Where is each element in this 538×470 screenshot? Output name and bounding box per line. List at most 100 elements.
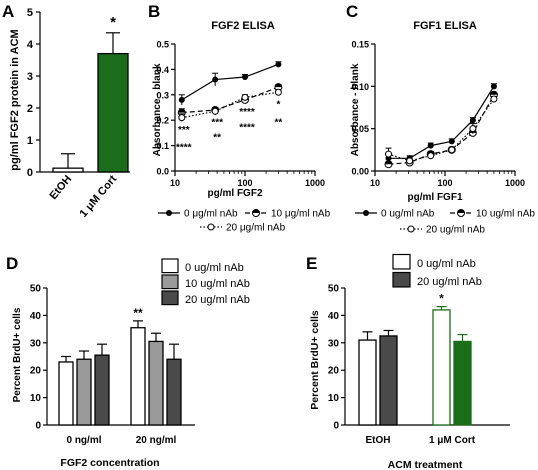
chart-c-legend-0-label: 0 ug/ml nAb bbox=[381, 209, 435, 220]
chart-b-significance: ** bbox=[213, 133, 221, 144]
chart-b-legend-2-label: 20 μg/ml nAb bbox=[226, 223, 286, 234]
chart-b-significance: **** bbox=[239, 107, 255, 118]
chart-d: 0 10 20 30 40 50 0 ng/ml 20 ng/ml ** 0 ug/ml nAb 1… bbox=[30, 258, 250, 446]
chart-b-series-2-point bbox=[178, 114, 186, 122]
chart-b-series-2-line bbox=[181, 91, 279, 119]
chart-e-y-tick-label: 30 bbox=[328, 338, 340, 349]
panel-letter-b: B bbox=[148, 2, 160, 21]
chart-b-significance: **** bbox=[176, 143, 192, 154]
chart-e-y-tick-label: 0 bbox=[333, 421, 339, 432]
chart-e-y-tick-label: 10 bbox=[328, 393, 340, 404]
chart-a-x-tick-label: EtOH bbox=[47, 173, 74, 202]
panel-letter-e: E bbox=[306, 254, 317, 273]
chart-d-legend-1-label: 10 ug/ml nAb bbox=[185, 278, 250, 290]
chart-b-series-0-line bbox=[181, 63, 279, 101]
chart-b-legend-2-swatch-marker bbox=[207, 223, 215, 231]
chart-e-legend-1-swatch bbox=[392, 271, 411, 288]
chart-e-bar-0-1 bbox=[379, 335, 398, 426]
chart-c-y-tick-label: 0.15 bbox=[351, 40, 369, 50]
chart-c-series-1-point-fill bbox=[490, 91, 498, 95]
chart-c-series-2-point bbox=[427, 152, 435, 160]
chart-c-xlabel: pg/ml FGF1 bbox=[408, 192, 463, 203]
chart-a-y-tick-label: 3 bbox=[27, 71, 33, 83]
chart-e-x-tick-label: 1 μM Cort bbox=[429, 435, 476, 446]
chart-d-significance: ** bbox=[133, 306, 143, 320]
chart-a: 0 1 2 3 4 5 EtOH 1 μM Cort * bbox=[27, 7, 130, 220]
chart-e-legend-0-swatch bbox=[392, 253, 411, 270]
chart-d-bar-0-0 bbox=[58, 361, 74, 426]
chart-b-y-tick-label: 0.0 bbox=[156, 167, 169, 177]
chart-c-series-1-point-fill bbox=[385, 160, 393, 165]
chart-b-series-2-point bbox=[241, 93, 249, 101]
chart-b-significance: *** bbox=[211, 117, 223, 128]
chart-b-x-tick-label: 1000 bbox=[305, 178, 325, 188]
chart-c-ylabel: Absorbance - blank bbox=[350, 63, 361, 156]
chart-d-y-tick-label: 30 bbox=[30, 338, 42, 349]
chart-a-y-tick-label: 4 bbox=[27, 39, 34, 51]
chart-b-series-1-point-fill bbox=[274, 83, 282, 88]
chart-e-bar-0-0 bbox=[358, 339, 377, 426]
chart-b-series-1-point-fill bbox=[178, 109, 186, 113]
chart-c-x-tick-label: 100 bbox=[437, 178, 452, 188]
chart-c-series-0-point bbox=[427, 142, 434, 149]
chart-e-significance: * bbox=[439, 292, 444, 306]
chart-d-y-tick-label: 10 bbox=[30, 393, 42, 404]
chart-c-legend-1-label: 10 ug/ml nAb bbox=[476, 209, 535, 220]
chart-d-legend-2-swatch bbox=[161, 290, 179, 306]
chart-a-y-tick-label: 2 bbox=[27, 103, 33, 115]
chart-d-x-tick-label: 20 ng/ml bbox=[136, 435, 177, 446]
chart-c-legend-2-label: 20 ug/ml nAb bbox=[426, 225, 485, 236]
chart-e-bar-1-0 bbox=[432, 309, 451, 426]
chart-c-series-0-point bbox=[448, 138, 455, 145]
chart-d-y-tick-label: 50 bbox=[30, 284, 42, 295]
chart-c-series-2-point bbox=[490, 95, 498, 103]
chart-e: 0 10 20 30 40 50 EtOH 1 μM Cort * 0 ug/ml nAb 20 u… bbox=[328, 253, 510, 446]
chart-c-title: FGF1 ELISA bbox=[413, 20, 477, 32]
chart-d-bar-1-0 bbox=[130, 327, 146, 426]
chart-c-series-2-point bbox=[469, 125, 477, 133]
chart-e-y-tick-label: 50 bbox=[328, 284, 340, 295]
chart-b-series-0-point bbox=[275, 61, 282, 68]
chart-b-title: FGF2 ELISA bbox=[211, 20, 275, 32]
chart-d-y-tick-label: 20 bbox=[30, 366, 42, 377]
chart-d-legend-0-label: 0 ug/ml nAb bbox=[185, 262, 244, 274]
chart-b-y-tick-label: 0.1 bbox=[156, 141, 169, 151]
chart-d-bar-0-2 bbox=[94, 354, 110, 426]
panel-letter-d: D bbox=[6, 254, 18, 273]
chart-d-legend-2-label: 20 ug/ml nAb bbox=[185, 294, 250, 306]
panel-letter-a: A bbox=[2, 2, 14, 21]
chart-a-x-tick-label: 1 μM Cort bbox=[77, 173, 119, 220]
panel-letter-c: C bbox=[346, 2, 358, 21]
chart-b-x-tick-label: 10 bbox=[170, 178, 180, 188]
chart-d-xlabel: FGF2 concentration bbox=[60, 457, 159, 469]
chart-a-ylabel: pg/ml FGF2 protein in ACM bbox=[9, 29, 21, 170]
chart-b-y-tick-label: 0.4 bbox=[156, 65, 169, 75]
chart-e-xlabel: ACM treatment bbox=[388, 459, 463, 470]
chart-e-legend-0-label: 0 ug/ml nAb bbox=[417, 258, 476, 270]
chart-c-series-0-line bbox=[388, 86, 495, 159]
chart-c-series-1-line bbox=[388, 94, 495, 165]
chart-a-bar-0 bbox=[52, 167, 84, 173]
chart-c-legend-0-swatch-marker bbox=[363, 210, 369, 216]
chart-d-bar-1-1 bbox=[148, 340, 164, 426]
chart-b-significance: * bbox=[276, 100, 280, 111]
chart-b-legend-1-swatch-marker-fill bbox=[252, 209, 260, 213]
chart-d-ylabel: Percent BrdU+ cells bbox=[12, 307, 23, 402]
chart-e-ylabel: Percent BrdU+ cells bbox=[309, 310, 321, 410]
chart-b-series-0-point bbox=[212, 76, 219, 83]
chart-c-legend-1-swatch-marker-fill bbox=[457, 209, 465, 213]
chart-b-series-0-point bbox=[242, 74, 248, 81]
chart-d-y-tick-label: 0 bbox=[35, 421, 41, 432]
chart-a-bar-1 bbox=[97, 52, 129, 173]
chart-a-y-tick-label: 5 bbox=[27, 7, 33, 19]
chart-c-y-tick-label: 0.05 bbox=[351, 124, 369, 134]
chart-a-y-tick-label: 0 bbox=[27, 167, 33, 179]
chart-e-y-tick-label: 20 bbox=[328, 366, 340, 377]
chart-a-y-tick-label: 1 bbox=[27, 135, 33, 147]
chart-b-y-tick-label: 0.2 bbox=[156, 116, 169, 126]
chart-e-legend-1-label: 20 ug/ml nAb bbox=[417, 276, 482, 288]
chart-b-legend-0-label: 0 μg/ml nAb bbox=[184, 209, 238, 220]
chart-c-y-tick-label: 0.10 bbox=[351, 82, 369, 92]
chart-b-x-tick-label: 100 bbox=[237, 178, 252, 188]
